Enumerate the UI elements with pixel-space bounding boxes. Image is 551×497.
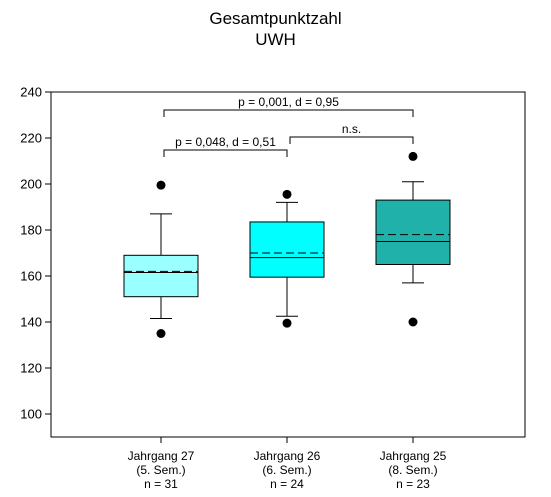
bracket-line [163, 109, 414, 117]
box-group [249, 189, 325, 328]
y-tick-label: 200 [20, 177, 42, 192]
boxes [123, 151, 451, 338]
y-tick-label: 240 [20, 85, 42, 100]
y-tick-label: 180 [20, 223, 42, 238]
bracket-label: p = 0,001, d = 0,95 [238, 95, 339, 109]
y-tick-label: 160 [20, 269, 42, 284]
category-label-line: n = 24 [270, 477, 304, 491]
outlier-point [282, 318, 292, 328]
category-label: Jahrgang 25 (8. Sem.) n = 23 [353, 449, 473, 491]
category-label: Jahrgang 27 (5. Sem.) n = 31 [101, 449, 221, 491]
outlier-point [408, 317, 418, 327]
bracket-label: p = 0,048, d = 0,51 [175, 135, 276, 149]
y-tick-label: 140 [20, 315, 42, 330]
y-tick-label: 120 [20, 361, 42, 376]
significance-annotations: p = 0,001, d = 0,95 p = 0,048, d = 0,51 n.… [163, 95, 414, 157]
category-label: Jahrgang 26 (6. Sem.) n = 24 [227, 449, 347, 491]
box-group [123, 180, 199, 338]
significance-bracket: p = 0,048, d = 0,51 [163, 135, 288, 157]
category-label-line: Jahrgang 27 [127, 449, 195, 463]
y-tick-label: 220 [20, 131, 42, 146]
significance-bracket: p = 0,001, d = 0,95 [163, 95, 414, 117]
bracket-line [289, 136, 414, 144]
category-label-line: Jahrgang 26 [253, 449, 321, 463]
significance-bracket: n.s. [289, 122, 414, 144]
plot-frame [50, 91, 526, 438]
category-label-line: (8. Sem.) [388, 463, 438, 477]
category-label-line: n = 23 [396, 477, 430, 491]
chart-subtitle: UWH [255, 30, 296, 49]
box [375, 199, 451, 266]
category-label-line: n = 31 [144, 477, 178, 491]
y-axis: 100 120 140 160 180 200 220 240 [20, 85, 414, 443]
outlier-point [282, 189, 292, 199]
outlier-point [156, 180, 166, 190]
category-label-line: (6. Sem.) [262, 463, 312, 477]
box [123, 254, 199, 298]
bracket-line [163, 149, 288, 157]
category-label-line: Jahrgang 25 [379, 449, 447, 463]
box [249, 221, 325, 278]
outlier-point [156, 329, 166, 338]
y-tick-label: 100 [20, 407, 42, 422]
chart-title: Gesamtpunktzahl [209, 9, 342, 28]
category-label-line: (5. Sem.) [136, 463, 186, 477]
box-group [375, 151, 451, 327]
outlier-point [408, 151, 418, 161]
bracket-label: n.s. [342, 122, 361, 136]
